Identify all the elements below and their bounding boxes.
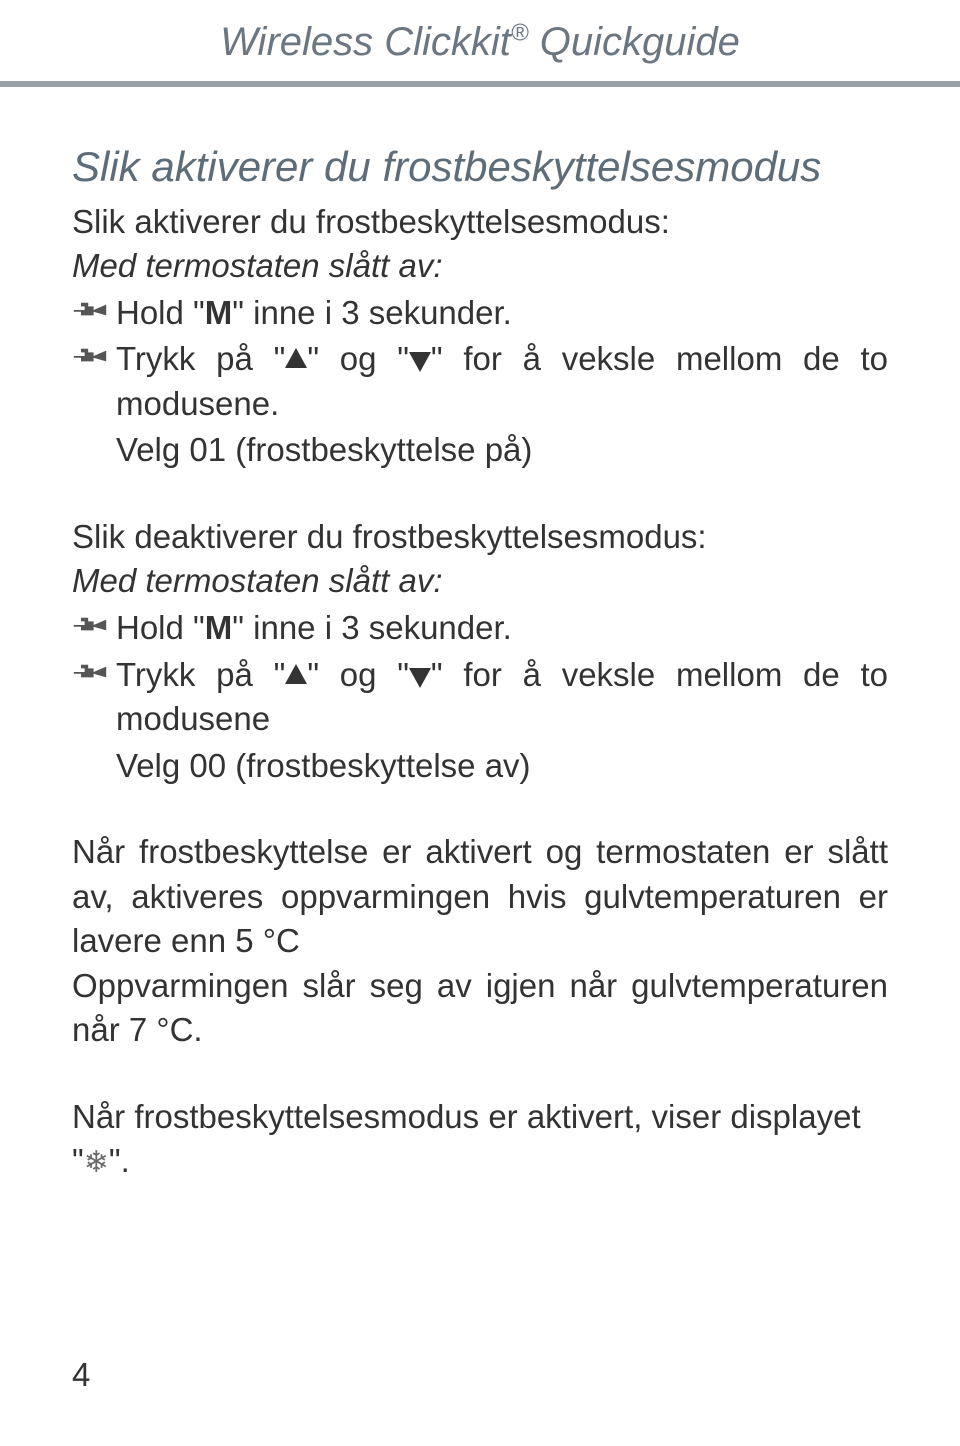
s2-step1-pre: Hold " — [116, 609, 205, 646]
s1-step2-follow: Velg 01 (frostbeskyttelse på) — [116, 428, 888, 473]
tail-p1: Når frostbeskyttelse er aktivert og term… — [72, 830, 888, 964]
down-triangle-icon — [409, 668, 431, 688]
tail-p3: Når frostbeskyttelsesmodus er aktivert, … — [72, 1095, 888, 1184]
hand-icon — [72, 661, 116, 683]
section2-step2: Trykk på "" og "" for å veksle mellom de… — [72, 653, 888, 742]
tail-p2: Oppvarmingen slår seg av igjen når gulvt… — [72, 964, 888, 1053]
section-title: Slik aktiverer du frostbeskyttelsesmodus — [72, 143, 888, 191]
s1-step2-pre: Trykk på " — [116, 340, 285, 377]
section2-context: Med termostaten slått av: — [72, 559, 888, 604]
up-triangle-icon — [285, 664, 307, 684]
s1-step2-mid: " og " — [307, 340, 409, 377]
tail-p3-post: ". — [109, 1142, 130, 1179]
section1-step2: Trykk på "" og "" for å veksle mellom de… — [72, 337, 888, 426]
section2-step1: Hold "M" inne i 3 sekunder. — [72, 606, 888, 651]
down-triangle-icon — [409, 352, 431, 372]
s2-step2-follow: Velg 00 (frostbeskyttelse av) — [116, 744, 888, 789]
page-header: Wireless Clickkit® Quickguide — [0, 0, 960, 87]
up-triangle-icon — [285, 348, 307, 368]
page-number: 4 — [72, 1356, 90, 1394]
section1-step1: Hold "M" inne i 3 sekunder. — [72, 291, 888, 336]
s2-step1-post: " inne i 3 sekunder. — [232, 609, 512, 646]
page-content: Slik aktiverer du frostbeskyttelsesmodus… — [0, 87, 960, 1184]
s2-step2-mid: " og " — [307, 656, 409, 693]
s2-step1-m: M — [205, 609, 233, 646]
hand-icon — [72, 614, 116, 636]
section1-intro: Slik aktiverer du frostbeskyttelsesmodus… — [72, 200, 888, 245]
hand-icon — [72, 345, 116, 367]
section1-context: Med termostaten slått av: — [72, 244, 888, 289]
s1-step1-post: " inne i 3 sekunder. — [232, 294, 512, 331]
section2-lead: Slik deaktiverer du frostbeskyttelsesmod… — [72, 515, 888, 560]
hand-icon — [72, 299, 116, 321]
header-title: Wireless Clickkit® Quickguide — [220, 20, 740, 64]
s2-step2-pre: Trykk på " — [116, 656, 285, 693]
tail-p3-pre: Når frostbeskyttelsesmodus er aktivert, … — [72, 1098, 861, 1180]
s1-step1-pre: Hold " — [116, 294, 205, 331]
snowflake-icon: ❄ — [84, 1147, 109, 1180]
s1-step1-m: M — [205, 294, 233, 331]
